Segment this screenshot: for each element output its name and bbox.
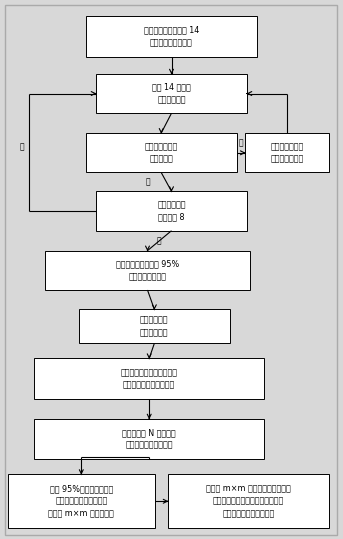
Text: 对这 14 组数据
进行方差分析: 对这 14 组数据 进行方差分析 (152, 83, 191, 104)
Text: 利用计算机 N 个满足相
应分布及参数的随机数: 利用计算机 N 个满足相 应分布及参数的随机数 (122, 429, 176, 450)
Text: 否: 否 (146, 177, 151, 186)
Text: 否: 否 (19, 142, 24, 151)
Bar (86, 133, 237, 172)
Text: 去掉每组数据中大于 95%
置信区间外的数据: 去掉每组数据中大于 95% 置信区间外的数据 (116, 260, 179, 281)
Text: 去掉 95%置信区间外的数
据，并将余家数据排列机
排列成 m×m 的矩阵形式: 去掉 95%置信区间外的数 据，并将余家数据排列机 排列成 m×m 的矩阵形式 (48, 484, 114, 519)
Bar (45, 251, 250, 290)
Bar (34, 419, 264, 459)
Bar (79, 309, 230, 343)
Text: 各组数据均値是
否无显差异: 各组数据均値是 否无显差异 (145, 142, 178, 163)
Bar (8, 474, 155, 528)
Text: 是: 是 (239, 139, 243, 148)
Bar (245, 133, 329, 172)
Bar (96, 74, 247, 113)
Text: 根据这 m×m 个数据，作出路面的
表面形貌轮廓图，即以这些数据代
表路表的支撑构造深度値: 根据这 m×m 个数据，作出路面的 表面形貌轮廓图，即以这些数据代 表路表的支撑… (206, 484, 291, 519)
Text: 使用激光轮廓仪测量 14
条路表轮廓构造深度: 使用激光轮廓仪测量 14 条路表轮廓构造深度 (144, 26, 199, 47)
Text: 剩余组数是否
大于等于 8: 剩余组数是否 大于等于 8 (157, 201, 186, 222)
Text: 去掉均値离中心
最远的一组数据: 去掉均値离中心 最远的一组数据 (271, 142, 304, 163)
Bar (96, 191, 247, 231)
Bar (86, 16, 257, 57)
Text: 是: 是 (156, 236, 161, 245)
Text: 进行拟合优度检验，检验样
本的分布类型及相关参数: 进行拟合优度检验，检验样 本的分布类型及相关参数 (121, 368, 178, 389)
Bar (168, 474, 329, 528)
Text: 合并所有数据
为一个样本値: 合并所有数据 为一个样本値 (140, 316, 169, 337)
Bar (34, 358, 264, 399)
